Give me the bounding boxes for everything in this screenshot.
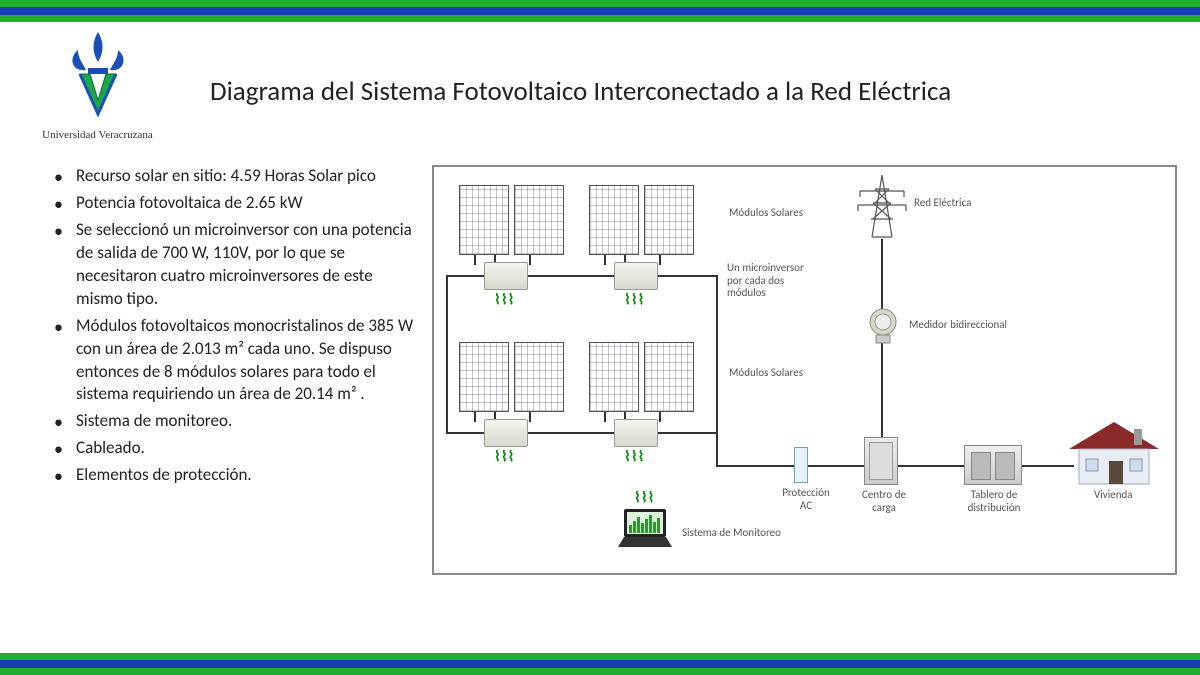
solar-panel-icon [644, 342, 694, 412]
solar-panel-icon [514, 185, 564, 255]
solar-panel-icon [459, 185, 509, 255]
protection-ac-icon [794, 447, 808, 483]
load-center-icon [864, 437, 898, 485]
solar-panel-icon [459, 342, 509, 412]
label-centro: Centro de carga [859, 489, 909, 514]
meter-icon [866, 307, 900, 345]
solar-panel-icon [589, 185, 639, 255]
solar-panel-icon [514, 342, 564, 412]
house-icon [1064, 417, 1164, 487]
wifi-icon: ⌇⌇⌇ [494, 291, 515, 308]
label-tablero: Tablero de distribución [944, 489, 1044, 514]
label-proteccion: Protección AC [776, 487, 836, 512]
bullet-item: Cableado. [76, 437, 415, 460]
label-medidor: Medidor bidireccional [909, 319, 1007, 332]
page-title: Diagrama del Sistema Fotovoltaico Interc… [210, 75, 951, 108]
power-tower-icon [854, 173, 910, 241]
bottom-border [0, 653, 1200, 675]
bullet-item: Elementos de protección. [76, 464, 415, 487]
system-diagram: ⌇⌇⌇ ⌇⌇⌇ ⌇⌇⌇ ⌇⌇⌇ Módulos Solares Un micro… [432, 165, 1177, 575]
wifi-icon: ⌇⌇⌇ [634, 489, 655, 506]
solar-panel-icon [644, 185, 694, 255]
label-monitoreo: Sistema de Monitoreo [682, 527, 781, 540]
wifi-icon: ⌇⌇⌇ [624, 448, 645, 465]
label-microinversor: Un microinversor por cada dos módulos [727, 262, 817, 300]
wifi-icon: ⌇⌇⌇ [624, 291, 645, 308]
distribution-panel-icon [964, 445, 1022, 485]
wifi-icon: ⌇⌇⌇ [494, 448, 515, 465]
solar-panel-icon [589, 342, 639, 412]
label-modulos-bottom: Módulos Solares [729, 367, 803, 380]
laptop-icon [614, 505, 676, 551]
microinverter-icon [484, 262, 528, 290]
bullet-item: Recurso solar en sitio: 4.59 Horas Solar… [76, 165, 415, 188]
label-vivienda: Vivienda [1094, 489, 1133, 502]
bullet-item: Sistema de monitoreo. [76, 410, 415, 433]
top-border [0, 0, 1200, 22]
bullet-item: Módulos fotovoltaicos monocristalinos de… [76, 315, 415, 407]
label-red: Red Eléctrica [914, 197, 971, 210]
bullet-item: Se seleccionó un microinversor con una p… [76, 219, 415, 311]
microinverter-icon [614, 419, 658, 447]
university-logo: Universidad Veracruzana [20, 30, 175, 141]
microinverter-icon [484, 419, 528, 447]
bullet-item: Potencia fotovoltaica de 2.65 kW [76, 192, 415, 215]
microinverter-icon [614, 262, 658, 290]
bullet-list: Recurso solar en sitio: 4.59 Horas Solar… [50, 165, 415, 491]
logo-caption: Universidad Veracruzana [20, 129, 175, 141]
label-modulos-top: Módulos Solares [729, 207, 803, 220]
